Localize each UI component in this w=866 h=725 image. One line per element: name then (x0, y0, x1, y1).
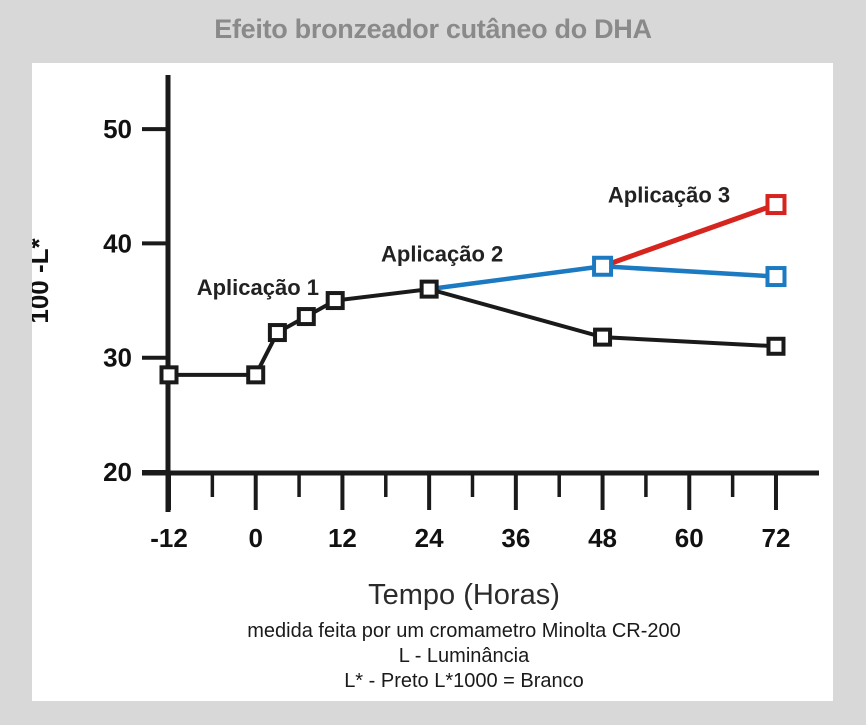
x-axis-title: Tempo (Horas) (368, 579, 560, 611)
data-point-marker-series-1 (159, 365, 179, 385)
caption-method: medida feita por um cromametro Minolta C… (247, 620, 681, 642)
series-line-1 (169, 287, 777, 377)
x-tick-label: 36 (501, 523, 530, 553)
x-tick-label: 12 (328, 523, 357, 553)
data-point-marker-series-1 (246, 365, 266, 385)
data-point-marker-series-2 (765, 266, 787, 288)
data-point-marker-series-1 (296, 307, 316, 327)
y-tick-label: 30 (103, 343, 132, 373)
y-tick-label: 20 (103, 457, 132, 487)
data-point-marker-series-1 (766, 336, 786, 356)
x-tick-label: 72 (762, 523, 791, 553)
chart-title: Efeito bronzeador cutâneo do DHA (214, 14, 652, 44)
x-tick-label: 0 (248, 523, 262, 553)
x-tick-label: 48 (588, 523, 617, 553)
x-tick-label: -12 (150, 523, 188, 553)
data-point-marker-series-2 (592, 255, 614, 277)
chart-panel: -12 0 12 24 36 48 60 72 20 30 40 50 100 -L* Aplicação… (32, 63, 833, 701)
series-annotation: Aplicação 1 (197, 275, 319, 300)
caption-lstar-scale: L* - Preto L*1000 = Branco (344, 670, 584, 692)
x-tick-label: 24 (415, 523, 444, 553)
series-annotation: Aplicação 3 (608, 182, 730, 207)
y-tick-label: 50 (103, 114, 132, 144)
y-axis-title: 100 -L* (32, 237, 54, 323)
data-point-marker-series-1 (593, 327, 613, 347)
caption-luminance: L - Luminância (398, 645, 530, 667)
series-line-3 (601, 202, 777, 269)
data-point-marker-series-1 (325, 291, 345, 311)
axis-caption-block: Tempo (Horas) medida feita por um cromam… (64, 579, 864, 694)
y-tick-label: 40 (103, 228, 132, 258)
chart-plot-area: -12 0 12 24 36 48 60 72 20 30 40 50 100 -L* Aplicação… (32, 75, 819, 553)
series-annotation: Aplicação 2 (381, 242, 503, 267)
data-point-marker-series-1 (419, 279, 439, 299)
x-tick-label: 60 (675, 523, 704, 553)
data-point-marker-series-3 (765, 194, 787, 216)
data-point-marker-series-1 (267, 323, 287, 343)
